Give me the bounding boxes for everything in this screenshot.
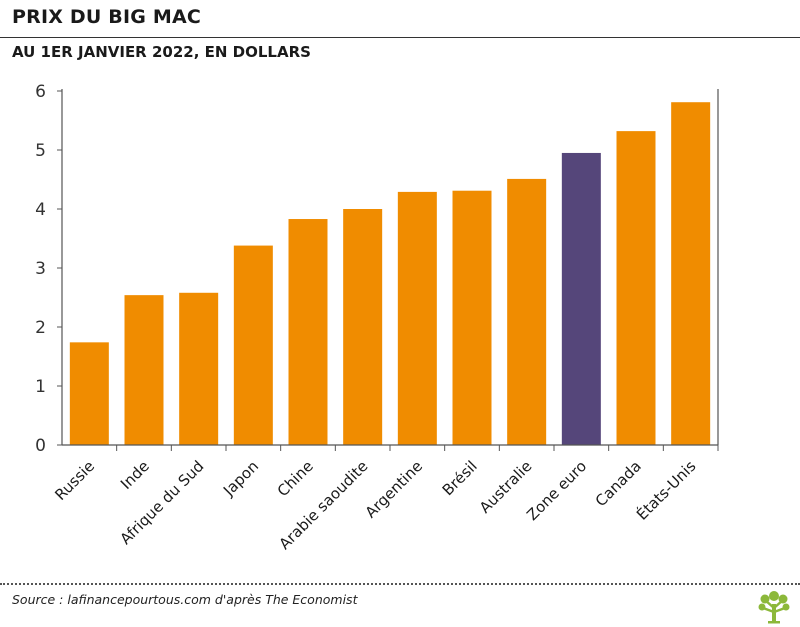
y-tick-label: 5 (35, 141, 46, 161)
bar-2 (179, 292, 219, 445)
source-note: Source : lafinancepourtous.com d'après T… (12, 592, 358, 607)
chart-subtitle: AU 1ER JANVIER 2022, EN DOLLARS (12, 43, 311, 61)
y-tick-label: 4 (35, 200, 46, 220)
footer-divider (0, 583, 800, 585)
y-tick-label: 2 (35, 318, 46, 338)
bar-4 (288, 219, 328, 445)
title-divider (0, 37, 800, 38)
bar-1 (124, 295, 164, 445)
y-tick-label: 1 (35, 377, 46, 397)
bar-7 (452, 190, 492, 445)
bar-3 (233, 245, 273, 445)
bar-10 (616, 131, 656, 445)
y-tick-label: 0 (35, 436, 46, 456)
bar-11 (671, 102, 711, 446)
tree-logo-icon (758, 591, 790, 624)
bar-5 (343, 209, 383, 445)
x-category-label: États-Unis (632, 456, 699, 523)
x-category-label: Japon (219, 457, 262, 500)
x-category-label: Chine (274, 457, 317, 500)
x-category-label: Inde (117, 457, 153, 493)
x-category-label: Argentine (362, 457, 427, 522)
bar-6 (397, 191, 437, 445)
bar-9 (561, 152, 601, 445)
x-category-label: Brésil (439, 457, 481, 499)
y-tick-label: 6 (35, 82, 46, 102)
bar-8 (507, 178, 547, 445)
x-category-label: Zone euro (523, 457, 590, 524)
bar-0 (69, 342, 109, 445)
chart-title: PRIX DU BIG MAC (12, 6, 202, 28)
x-category-label: Russie (51, 457, 98, 504)
x-category-label: Canada (592, 457, 645, 510)
y-tick-label: 3 (35, 259, 46, 279)
